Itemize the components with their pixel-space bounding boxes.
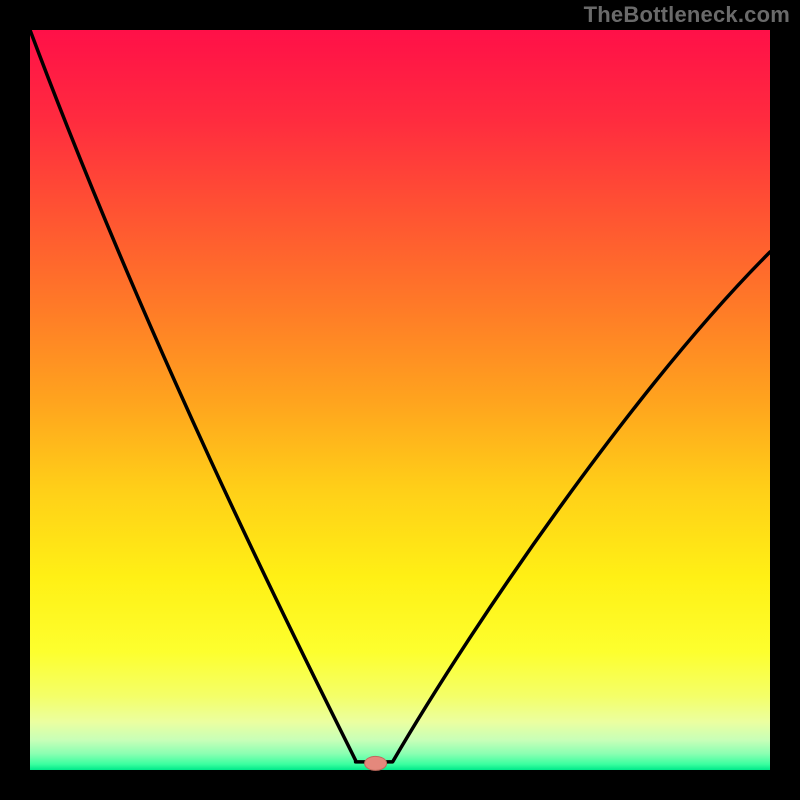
optimum-marker <box>365 756 387 770</box>
bottleneck-chart <box>0 0 800 800</box>
plot-background <box>30 30 770 770</box>
watermark-text: TheBottleneck.com <box>584 2 790 28</box>
